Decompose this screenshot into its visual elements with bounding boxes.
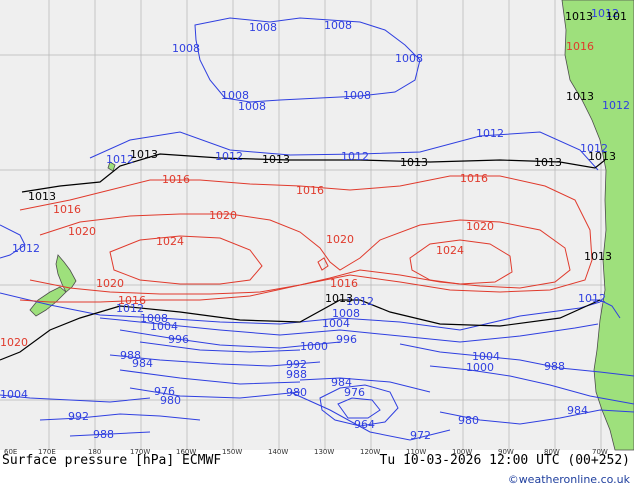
reference-isobar-1013 (0, 153, 606, 361)
south-america-coast (561, 0, 634, 451)
svg-text:992: 992 (68, 410, 89, 423)
svg-text:1012: 1012 (578, 292, 606, 305)
svg-text:1012: 1012 (106, 153, 134, 166)
svg-text:1008: 1008 (140, 312, 168, 325)
svg-text:1012: 1012 (476, 127, 504, 140)
svg-text:964: 964 (354, 418, 375, 431)
svg-text:980: 980 (458, 414, 479, 427)
svg-text:1020: 1020 (0, 336, 28, 349)
svg-text:988: 988 (286, 368, 307, 381)
svg-text:1008: 1008 (324, 19, 352, 32)
svg-text:1016: 1016 (460, 172, 488, 185)
svg-text:1012: 1012 (580, 142, 608, 155)
svg-text:1016: 1016 (330, 277, 358, 290)
svg-text:1013: 1013 (565, 10, 593, 23)
new-zealand-north-island (55, 254, 77, 293)
svg-text:1016: 1016 (162, 173, 190, 186)
svg-text:1013: 1013 (584, 250, 612, 263)
svg-text:1012: 1012 (591, 7, 619, 20)
svg-text:1013: 1013 (566, 90, 594, 103)
chart-title: Surface pressure [hPa] ECMWF (2, 453, 222, 468)
svg-text:1008: 1008 (221, 89, 249, 102)
svg-text:180: 180 (88, 448, 101, 456)
credit-link[interactable]: ©weatheronline.co.uk (507, 473, 630, 486)
svg-text:988: 988 (120, 349, 141, 362)
svg-text:1013: 1013 (28, 190, 56, 203)
svg-text:988: 988 (544, 360, 565, 373)
svg-text:1008: 1008 (249, 21, 277, 34)
svg-text:1020: 1020 (466, 220, 494, 233)
svg-text:1004: 1004 (150, 320, 178, 333)
svg-text:110W: 110W (406, 448, 426, 456)
svg-text:150W: 150W (222, 448, 242, 456)
svg-text:1012: 1012 (602, 99, 630, 112)
svg-text:1013: 1013 (325, 292, 353, 305)
svg-text:1013: 1013 (130, 148, 158, 161)
svg-text:1024: 1024 (156, 235, 184, 248)
svg-text:1000: 1000 (300, 340, 328, 353)
axis-ticks: 60E 170E 180 170W 160W 150W 140W 130W 12… (4, 448, 608, 456)
svg-text:130W: 130W (314, 448, 334, 456)
svg-text:976: 976 (154, 385, 175, 398)
svg-text:984: 984 (567, 404, 588, 417)
svg-text:1013: 1013 (400, 156, 428, 169)
low-pressure-isobars (0, 17, 634, 441)
svg-text:1012: 1012 (12, 242, 40, 255)
svg-text:100W: 100W (452, 448, 472, 456)
svg-text:1004: 1004 (472, 350, 500, 363)
svg-text:1013: 1013 (588, 150, 616, 163)
svg-text:1016: 1016 (118, 294, 146, 307)
svg-text:984: 984 (132, 357, 153, 370)
svg-text:170W: 170W (130, 448, 150, 456)
svg-text:980: 980 (286, 386, 307, 399)
svg-text:1024: 1024 (436, 244, 464, 257)
svg-text:1016: 1016 (296, 184, 324, 197)
svg-text:1008: 1008 (343, 89, 371, 102)
svg-text:996: 996 (168, 333, 189, 346)
svg-text:160W: 160W (176, 448, 196, 456)
svg-text:988: 988 (93, 428, 114, 441)
svg-text:1000: 1000 (466, 361, 494, 374)
svg-text:60E: 60E (4, 448, 17, 456)
svg-text:1008: 1008 (172, 42, 200, 55)
svg-text:972: 972 (410, 429, 431, 442)
svg-text:1008: 1008 (395, 52, 423, 65)
svg-text:80W: 80W (544, 448, 560, 456)
svg-text:1008: 1008 (238, 100, 266, 113)
svg-text:120W: 120W (360, 448, 380, 456)
svg-text:1012: 1012 (116, 302, 144, 315)
svg-text:984: 984 (331, 376, 352, 389)
graticule (0, 0, 634, 450)
svg-text:170E: 170E (38, 448, 56, 456)
svg-text:996: 996 (336, 333, 357, 346)
svg-text:140W: 140W (268, 448, 288, 456)
ocean-background (0, 0, 634, 450)
svg-text:1020: 1020 (68, 225, 96, 238)
svg-text:1012: 1012 (215, 150, 243, 163)
svg-text:101: 101 (606, 10, 627, 23)
svg-text:1012: 1012 (346, 295, 374, 308)
high-pressure-isobars (19, 175, 593, 303)
svg-text:980: 980 (160, 394, 181, 407)
valid-time: Tu 10-03-2026 12:00 UTC (00+252) (379, 453, 630, 468)
svg-text:1020: 1020 (326, 233, 354, 246)
svg-text:1012: 1012 (341, 150, 369, 163)
svg-text:1020: 1020 (209, 209, 237, 222)
svg-text:976: 976 (344, 386, 365, 399)
svg-text:1013: 1013 (534, 156, 562, 169)
svg-text:1004: 1004 (0, 388, 28, 401)
svg-text:70W: 70W (592, 448, 608, 456)
svg-text:992: 992 (286, 358, 307, 371)
svg-text:90W: 90W (498, 448, 514, 456)
svg-text:1016: 1016 (53, 203, 81, 216)
svg-text:1020: 1020 (96, 277, 124, 290)
svg-text:1016: 1016 (566, 40, 594, 53)
svg-text:1008: 1008 (332, 307, 360, 320)
svg-text:1004: 1004 (322, 317, 350, 330)
svg-text:1013: 1013 (262, 153, 290, 166)
